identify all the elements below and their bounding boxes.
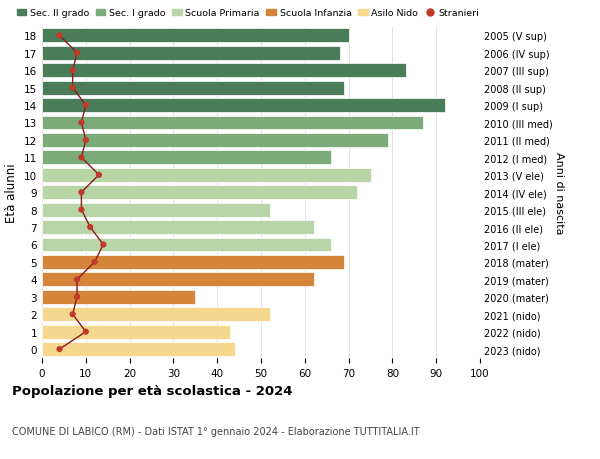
Bar [42,186,358,200]
Bar [42,325,230,339]
Point [77,189,86,196]
Point [81,137,91,144]
Bar [42,168,371,182]
Bar [42,238,331,252]
Bar [42,290,196,304]
Bar [42,203,270,217]
Y-axis label: Anni di nascita: Anni di nascita [554,151,564,234]
Bar [42,151,331,165]
Bar [42,29,349,43]
Legend: Sec. II grado, Sec. I grado, Scuola Primaria, Scuola Infanzia, Asilo Nido, Stran: Sec. II grado, Sec. I grado, Scuola Prim… [17,9,479,18]
Point [94,172,104,179]
Bar [42,134,388,147]
Point [68,85,77,92]
Point [68,311,77,318]
Point [72,50,82,57]
Text: Popolazione per età scolastica - 2024: Popolazione per età scolastica - 2024 [12,384,293,397]
Point [68,67,77,75]
Point [90,259,100,266]
Bar [42,99,445,113]
Y-axis label: Età alunni: Età alunni [5,163,19,223]
Bar [42,81,344,95]
Bar [42,255,344,269]
Bar [42,47,340,61]
Point [72,293,82,301]
Point [81,102,91,110]
Point [77,154,86,162]
Point [77,207,86,214]
Point [81,328,91,336]
Bar [42,308,270,321]
Point [55,33,64,40]
Text: COMUNE DI LABICO (RM) - Dati ISTAT 1° gennaio 2024 - Elaborazione TUTTITALIA.IT: COMUNE DI LABICO (RM) - Dati ISTAT 1° ge… [12,426,419,436]
Point [55,346,64,353]
Bar [42,273,314,287]
Point [72,276,82,283]
Bar [42,342,235,356]
Point [85,224,95,231]
Point [77,119,86,127]
Bar [42,116,423,130]
Point [98,241,108,249]
Bar [42,221,314,235]
Bar [42,64,406,78]
